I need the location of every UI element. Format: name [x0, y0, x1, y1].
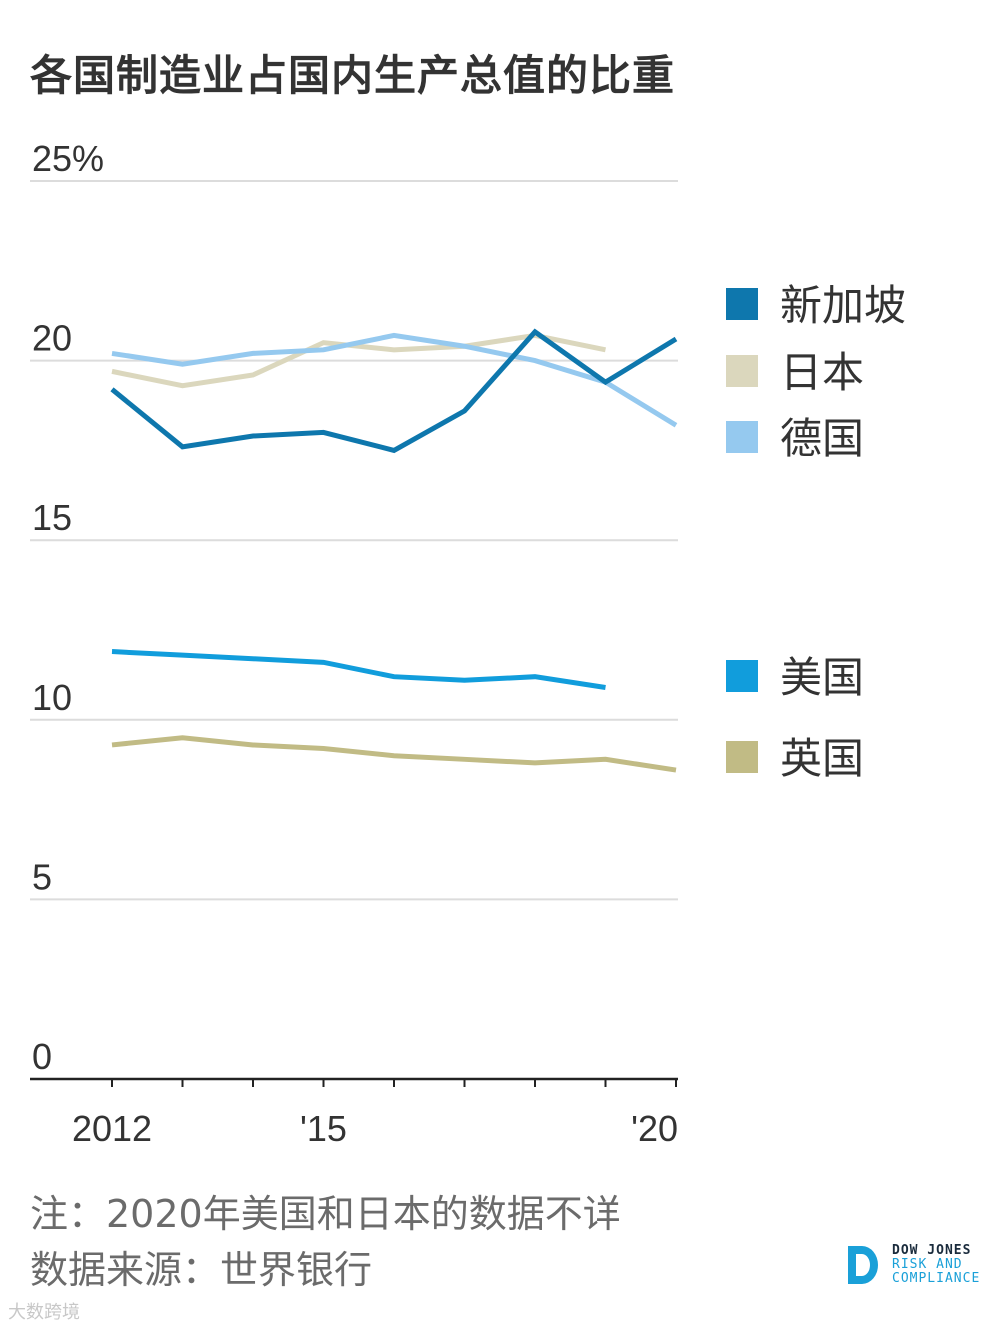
watermark: 大数跨境	[8, 1302, 80, 1323]
brand-line-2: RISK AND	[892, 1257, 963, 1272]
series-line-日本	[111, 332, 606, 389]
legend-label: 德国	[780, 414, 864, 463]
x-tick-label: '20	[631, 1108, 678, 1149]
series-line-德国	[111, 332, 678, 428]
y-tick-label: 10	[32, 677, 72, 718]
legend-label: 美国	[780, 653, 864, 702]
series-lines	[110, 328, 678, 773]
legend-swatch	[726, 741, 758, 773]
legend-swatch	[726, 355, 758, 387]
y-tick-label: 20	[32, 318, 72, 359]
y-axis-labels: 0 5 10 15 20 25%	[32, 138, 104, 1077]
brand-line-1: DOW JONES	[892, 1243, 972, 1258]
y-tick-label: 25%	[32, 138, 104, 179]
y-tick-label: 15	[32, 497, 72, 538]
y-tick-label: 5	[32, 856, 52, 897]
x-axis	[30, 1077, 678, 1087]
legend-swatch	[726, 421, 758, 453]
brand-line-3: COMPLIANCE	[892, 1271, 981, 1286]
note-text: 注：2020年美国和日本的数据不详	[30, 1192, 621, 1236]
source-text: 数据来源：世界银行	[30, 1248, 373, 1292]
brand-logo: DOW JONES RISK AND COMPLIANCE	[846, 1244, 991, 1288]
x-tick-label: 2012	[72, 1108, 152, 1149]
x-axis-labels: 2012 '15 '20	[72, 1108, 678, 1149]
gridlines	[30, 180, 678, 901]
legend-label: 日本	[780, 348, 864, 397]
legend-label: 英国	[780, 734, 864, 783]
series-line-新加坡	[110, 328, 678, 454]
chart-title: 各国制造业占国内生产总值的比重	[30, 51, 676, 100]
series-line-英国	[111, 735, 677, 773]
series-line-美国	[111, 649, 606, 690]
legend-swatch	[726, 288, 758, 320]
legend-swatch	[726, 660, 758, 692]
footnotes: 注：2020年美国和日本的数据不详 数据来源：世界银行	[30, 1186, 621, 1298]
x-tick-label: '15	[300, 1108, 347, 1149]
y-tick-label: 0	[32, 1036, 52, 1077]
legend-label: 新加坡	[780, 281, 906, 330]
dow-jones-d-icon	[848, 1246, 878, 1284]
